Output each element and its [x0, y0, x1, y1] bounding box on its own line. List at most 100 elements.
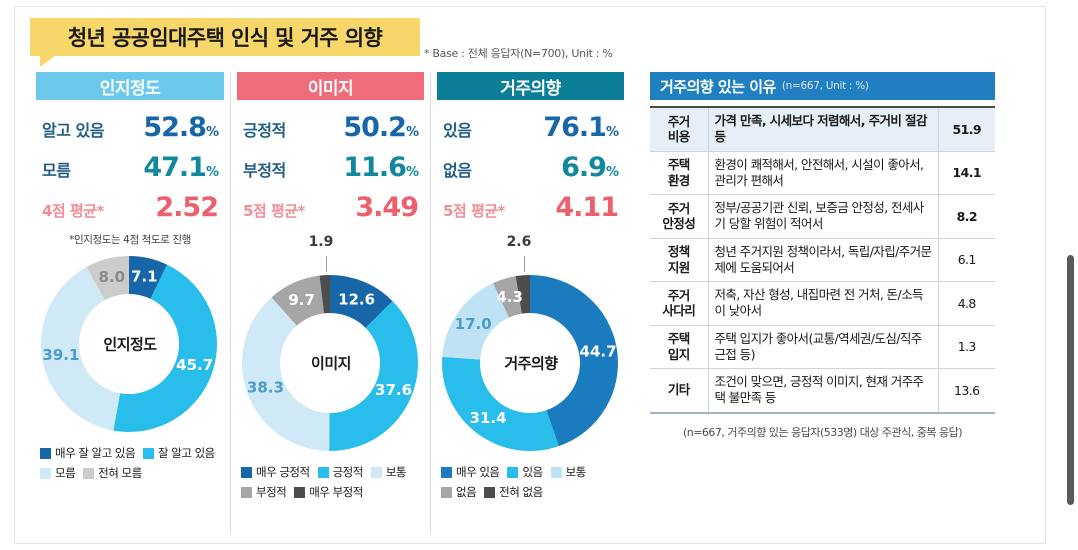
page-title: 청년 공공임대주택 인식 및 거주 의향 — [67, 26, 383, 50]
donut-slice — [129, 256, 168, 299]
stat-unit: % — [605, 165, 619, 180]
average-row: 5점 평균* 4.11 — [443, 192, 619, 226]
stat-row: 없음 6.9% — [443, 152, 619, 186]
legend-item: 모름 — [40, 465, 76, 481]
stat-number: 11.6 — [343, 152, 407, 183]
reason-value: 51.9 — [938, 107, 995, 151]
legend-label: 매우 긍정적 — [256, 465, 310, 479]
reason-category-line2: 지원 — [667, 259, 690, 275]
donut-value-label: 7.1 — [131, 268, 158, 286]
reason-category: 기타 — [650, 368, 709, 413]
table-row: 주택 입지 주택 입지가 좋아서(교통/역세권/도심/직주근접 등) 1.3 — [650, 325, 995, 369]
legend-item: 없음 — [441, 484, 477, 500]
donut-value-label: 31.4 — [470, 409, 507, 427]
donut-chart-3: 44.7 31.4 17.0 4.3 2.6 거주의향 — [437, 234, 625, 456]
stat-unit: % — [605, 125, 619, 140]
panel-footnote: *인지정도는 4점 척도로 진행 — [69, 234, 191, 246]
legend-item: 부정적 — [241, 484, 287, 500]
donut-value-label: 1.9 — [308, 234, 334, 251]
legend-item: 전혀 모름 — [83, 465, 142, 481]
donut-value-label: 8.0 — [99, 268, 126, 286]
reason-category: 주택 환경 — [650, 151, 709, 195]
donut-slice — [40, 266, 121, 431]
donut-value-label: 9.7 — [288, 291, 315, 309]
legend-swatch-icon — [241, 486, 252, 498]
legend-swatch-icon — [40, 447, 51, 459]
table-row: 주거 안정성 정부/공공기관 신뢰, 보증금 안정성, 전세사기 당할 위험이 적어… — [650, 194, 995, 238]
legend-item: 매우 부정적 — [294, 484, 363, 500]
reason-value: 14.1 — [952, 165, 982, 181]
stat-row: 알고 있음 52.8% — [42, 112, 219, 146]
average-label: 5점 평균* — [443, 202, 505, 220]
reason-description: 가격 만족, 시세보다 저렴해서, 주거비 절감 등 — [708, 107, 939, 151]
donut-slice — [442, 356, 559, 452]
panel-header-2: 이미지 — [237, 72, 424, 100]
reason-value: 6.1 — [957, 252, 977, 268]
reason-value: 4.8 — [957, 295, 977, 311]
panel-2: 이미지 긍정적 50.2% 부정적 11.6% 5점 평균* 3.49 12.6 37.6 38… — [230, 72, 430, 534]
legend-swatch-icon — [317, 466, 329, 478]
donut-legend-1: 매우 잘 알고 있음 잘 알고 있음 모름 전혀 모름 — [36, 445, 224, 481]
stat-value: 52.8% — [143, 112, 219, 143]
vertical-scrollbar[interactable] — [1067, 255, 1074, 505]
reason-value: 8.2 — [956, 208, 978, 224]
stat-rows-1: 알고 있음 52.8% 모름 47.1% 4점 평균* 2.52 — [36, 112, 224, 226]
average-row: 5점 평균* 3.49 — [243, 192, 419, 226]
donut-center-label: 인지정도 — [103, 335, 157, 354]
legend-swatch-icon — [370, 466, 382, 478]
reason-category-line1: 주택 — [667, 331, 690, 347]
table-row: 정책 지원 청년 주거지원 정책이라서, 독립/자립/주거문제에 도움되어서 6.1 — [650, 238, 995, 282]
legend-item: 매우 긍정적 — [241, 464, 310, 480]
legend-label: 있음 — [522, 465, 543, 479]
reason-value: 13.6 — [954, 382, 980, 398]
average-label: 5점 평균* — [243, 202, 305, 220]
reasons-header: 거주의향 있는 이유 (n=667, Unit : %) — [650, 72, 995, 100]
legend-swatch-icon — [241, 466, 252, 478]
base-note: * Base : 전체 응답자(N=700), Unit : % — [424, 47, 613, 60]
stat-rows-2: 긍정적 50.2% 부정적 11.6% 5점 평균* 3.49 — [237, 112, 424, 226]
reason-category-line1: 정책 — [667, 244, 690, 260]
panel-1: 인지정도 알고 있음 52.8% 모름 47.1% 4점 평균* 2.52 *인지정도는 4점… — [30, 72, 230, 534]
donut-value-label: 44.7 — [580, 343, 617, 361]
legend-label: 전혀 모름 — [98, 466, 142, 480]
reason-category: 주거 비용 — [650, 107, 709, 151]
legend-item: 있음 — [507, 464, 543, 480]
title-banner: 청년 공공임대주택 인식 및 거주 의향 — [30, 18, 420, 67]
legend-swatch-icon — [294, 486, 306, 498]
legend-label: 보통 — [385, 465, 407, 479]
legend-swatch-icon — [484, 486, 496, 498]
reason-category-line2: 입지 — [667, 346, 690, 362]
stat-label: 알고 있음 — [42, 121, 104, 140]
stat-number: 76.1 — [543, 112, 607, 143]
legend-item: 긍정적 — [317, 464, 363, 480]
legend-swatch-icon — [83, 467, 95, 479]
legend-label: 매우 부정적 — [309, 485, 363, 499]
reason-category-line1: 주거 — [667, 287, 690, 303]
legend-label: 전혀 없음 — [499, 485, 543, 499]
legend-label: 매우 있음 — [456, 465, 500, 479]
legend-swatch-icon — [40, 467, 51, 479]
reason-description: 환경이 쾌적해서, 안전해서, 시설이 좋아서, 관리가 편해서 — [708, 151, 939, 195]
donut-slice — [493, 276, 522, 318]
stat-row: 있음 76.1% — [443, 112, 619, 146]
reason-value: 1.3 — [957, 339, 977, 355]
stat-number: 6.9 — [561, 152, 607, 183]
reason-category-line2: 안정성 — [662, 216, 696, 232]
stat-unit: % — [205, 165, 219, 180]
donut-value-label: 2.6 — [506, 234, 532, 251]
legend-label: 부정적 — [256, 485, 287, 499]
reason-category-line2: 환경 — [667, 172, 690, 188]
legend-label: 보통 — [565, 465, 587, 479]
stat-number: 47.1 — [143, 152, 207, 183]
stat-row: 부정적 11.6% — [243, 152, 419, 186]
donut-svg: 44.7 31.4 17.04.3 — [442, 275, 619, 452]
legend-swatch-icon — [441, 466, 452, 478]
legend-swatch-icon — [507, 466, 519, 478]
average-label: 4점 평균* — [42, 202, 104, 220]
stat-row: 모름 47.1% — [42, 152, 219, 186]
legend-item: 매우 잘 알고 있음 — [40, 445, 136, 461]
stat-label: 있음 — [443, 121, 472, 140]
stat-unit: % — [405, 125, 419, 140]
reason-description: 저축, 자산 형성, 내집마련 전 거처, 돈/소득이 낮아서 — [708, 281, 939, 325]
donut-slice — [86, 256, 129, 301]
